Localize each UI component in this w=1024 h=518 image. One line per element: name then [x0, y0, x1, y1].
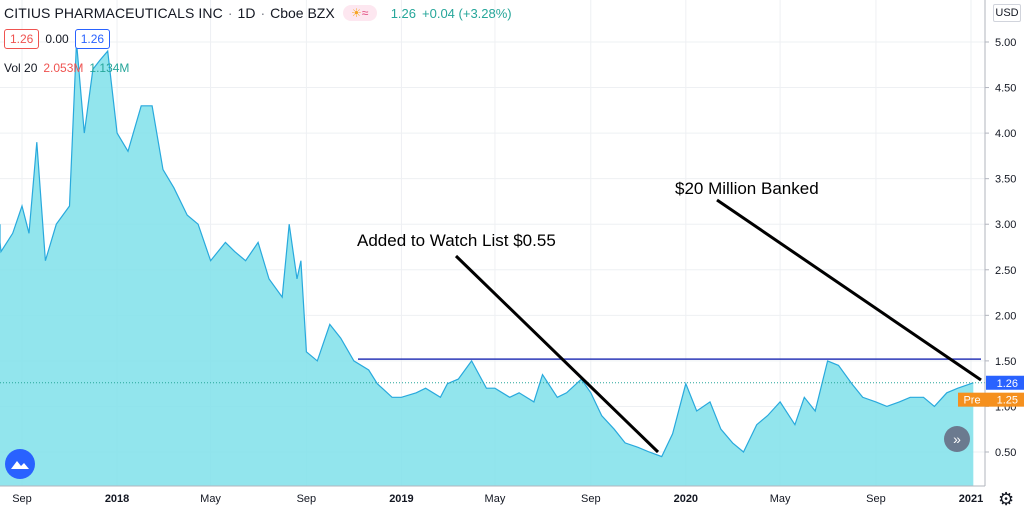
x-tick-label: 2020	[674, 493, 698, 505]
x-tick-label: 2021	[959, 493, 983, 505]
price-area-fill	[0, 42, 974, 486]
scroll-to-realtime-button[interactable]: »	[944, 426, 970, 452]
pre-market-label-box	[958, 392, 986, 407]
y-tick-label: 5.00	[995, 37, 1016, 49]
price-change: +0.04 (+3.28%)	[422, 5, 512, 21]
pre-market-tag	[986, 392, 1024, 407]
x-tick-label: Sep	[12, 493, 32, 505]
annotation-arrow-funding	[716, 198, 982, 382]
double-chevron-right-icon: »	[953, 431, 961, 447]
last-price-tag-value: 1.26	[997, 378, 1018, 390]
x-tick-label: 2019	[389, 493, 413, 505]
price-area	[0, 41, 974, 486]
wave-icon: ≈	[361, 6, 369, 20]
annotation-arrow-watch-list	[454, 254, 660, 454]
x-tick-label: Sep	[297, 493, 317, 505]
y-tick-label: 4.50	[995, 83, 1016, 95]
currency-label[interactable]: USD	[993, 4, 1021, 22]
volume-legend: Vol 20 2.053M 1.134M	[4, 61, 129, 75]
pre-market-label: Pre	[963, 395, 980, 407]
y-tick-label: 2.00	[995, 310, 1016, 322]
annotation-watch-list: Added to Watch List $0.55	[357, 231, 556, 250]
market-status-badge[interactable]: ☀ ≈	[342, 5, 377, 21]
x-tick-label: Sep	[581, 493, 601, 505]
price-line	[0, 41, 974, 458]
y-tick-label: 3.00	[995, 219, 1016, 231]
symbol-name[interactable]: CITIUS PHARMACEUTICALS INC	[4, 5, 223, 21]
axes: 5.004.504.003.503.002.502.001.501.000.50…	[0, 0, 1016, 505]
annotations: Added to Watch List $0.55 $20 Million Ban…	[357, 179, 982, 454]
exchange-label: Cboe BZX	[270, 5, 335, 21]
y-tick-label: 3.50	[995, 174, 1016, 186]
pre-market-tag-value: 1.25	[997, 395, 1018, 407]
last-price-tag	[986, 375, 1024, 390]
interval-label[interactable]: 1D	[237, 5, 256, 21]
y-tick-label: 2.50	[995, 265, 1016, 277]
x-tick-label: Sep	[866, 493, 886, 505]
volume-label[interactable]: Vol 20	[4, 61, 38, 75]
buy-price-box[interactable]: 1.26	[74, 29, 111, 49]
sun-icon: ☀	[351, 6, 362, 20]
header-separator: ·	[227, 5, 233, 21]
spread-value: 0.00	[45, 32, 69, 46]
x-tick-label: May	[485, 493, 506, 505]
header-separator: ·	[260, 5, 266, 21]
settings-gear-icon[interactable]: ⚙	[998, 489, 1015, 509]
y-tick-label: 0.50	[995, 447, 1016, 459]
horizontal-lines	[0, 358, 985, 384]
quote-row: 1.26 0.00 1.26	[4, 29, 111, 49]
y-tick-label: 4.00	[995, 128, 1016, 140]
volume-ma-value: 1.134M	[89, 61, 130, 75]
sell-price-box[interactable]: 1.26	[4, 29, 40, 49]
y-tick-label: 1.50	[995, 356, 1016, 368]
price-tags: 1.26 Pre 1.25	[958, 375, 1024, 407]
x-tick-label: May	[770, 493, 791, 505]
volume-value: 2.053M	[43, 61, 84, 75]
x-tick-label: 2018	[105, 493, 129, 505]
chart-header: CITIUS PHARMACEUTICALS INC · 1D · Cboe B…	[4, 3, 512, 23]
last-price: 1.26	[390, 5, 417, 21]
annotation-funding: $20 Million Banked	[675, 179, 819, 198]
x-tick-label: May	[200, 493, 221, 505]
tradingview-logo-icon[interactable]	[5, 449, 35, 479]
